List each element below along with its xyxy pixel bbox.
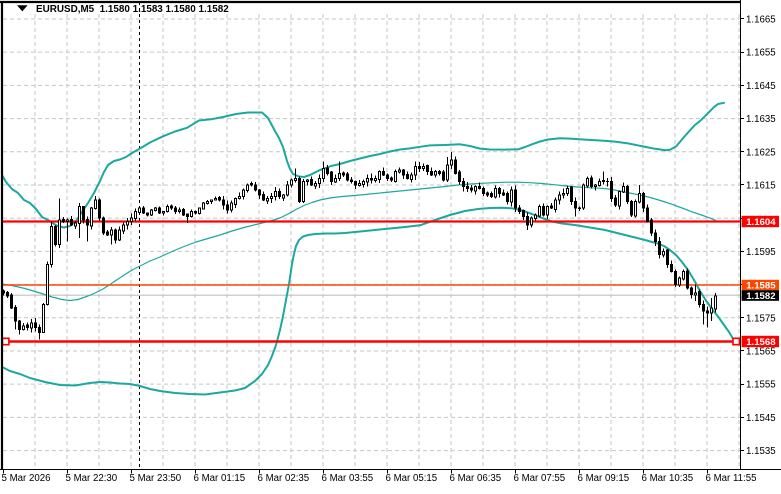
svg-text:6 Mar 09:15: 6 Mar 09:15 [578,473,630,484]
svg-text:6 Mar 07:55: 6 Mar 07:55 [514,473,566,484]
svg-text:6 Mar 02:35: 6 Mar 02:35 [258,473,310,484]
svg-text:1.1582: 1.1582 [746,291,775,302]
svg-text:1.1585: 1.1585 [746,281,776,292]
svg-text:EURUSD,M5 1.1580 1.1583 1.158: EURUSD,M5 1.1580 1.1583 1.1580 1.1582 [36,4,229,15]
svg-text:1.1665: 1.1665 [746,14,776,25]
svg-text:1.1595: 1.1595 [746,247,776,258]
svg-text:1.1635: 1.1635 [746,114,776,125]
svg-text:1.1555: 1.1555 [746,380,776,391]
svg-text:5 Mar 23:50: 5 Mar 23:50 [130,473,182,484]
svg-text:1.1568: 1.1568 [746,337,776,348]
svg-text:1.1575: 1.1575 [746,313,776,324]
svg-text:5 Mar 2026: 5 Mar 2026 [2,473,51,484]
svg-text:6 Mar 01:15: 6 Mar 01:15 [194,473,246,484]
svg-text:1.1565: 1.1565 [746,346,776,357]
svg-text:1.1645: 1.1645 [746,81,776,92]
svg-text:1.1545: 1.1545 [746,413,776,424]
svg-text:6 Mar 10:35: 6 Mar 10:35 [642,473,694,484]
svg-text:6 Mar 11:55: 6 Mar 11:55 [706,473,757,484]
svg-text:6 Mar 05:15: 6 Mar 05:15 [386,473,438,484]
svg-text:6 Mar 06:35: 6 Mar 06:35 [450,473,502,484]
svg-text:1.1604: 1.1604 [746,217,776,228]
svg-text:1.1535: 1.1535 [746,446,776,457]
svg-text:5 Mar 22:30: 5 Mar 22:30 [66,473,118,484]
svg-text:1.1615: 1.1615 [746,180,776,191]
svg-text:1.1625: 1.1625 [746,147,776,158]
svg-text:1.1655: 1.1655 [746,48,776,59]
svg-text:6 Mar 03:55: 6 Mar 03:55 [322,473,374,484]
